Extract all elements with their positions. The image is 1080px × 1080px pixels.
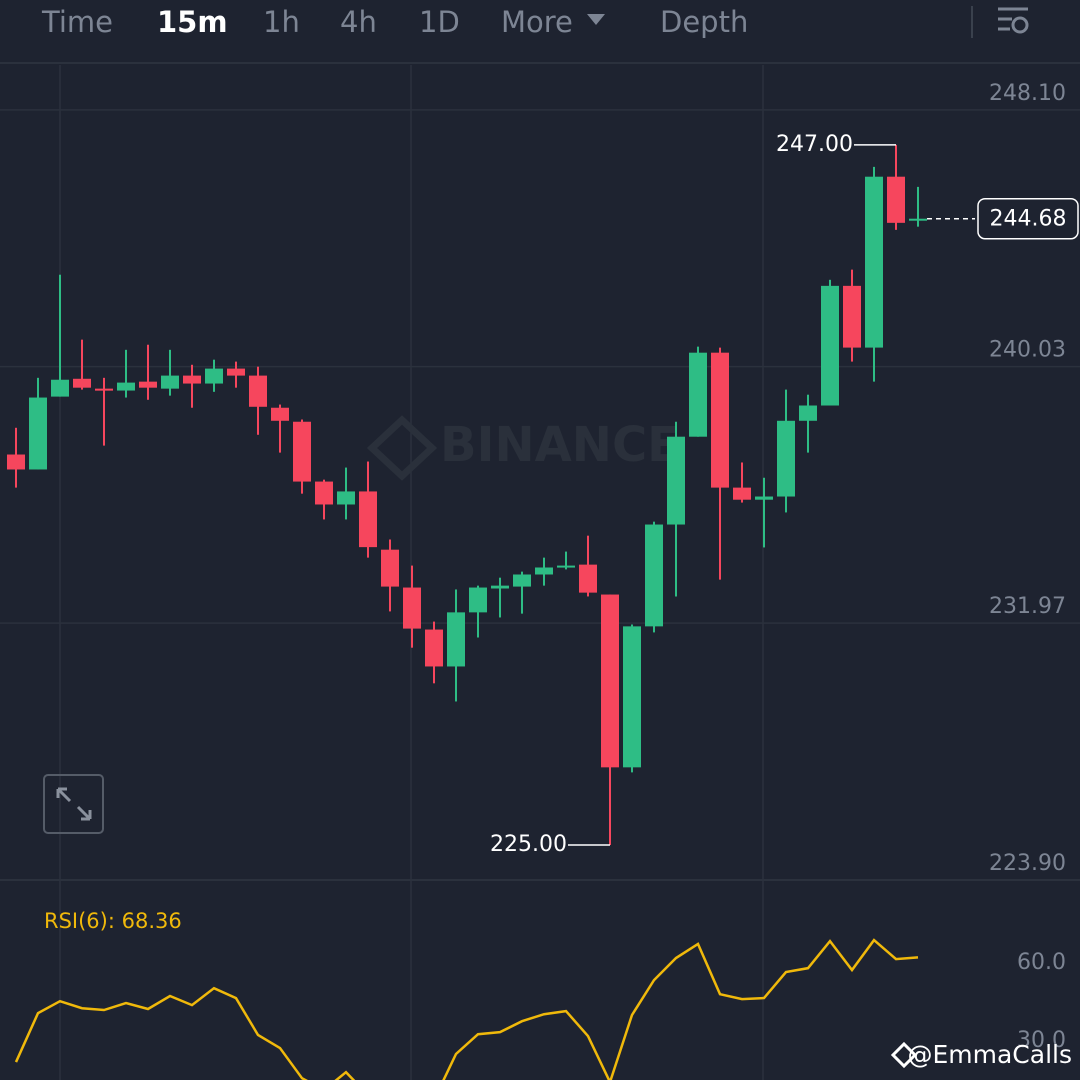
candle-body <box>557 565 575 568</box>
y-tick-label: 240.03 <box>989 338 1066 363</box>
candle-body <box>513 574 531 587</box>
candle-body <box>755 496 773 500</box>
candle-body <box>139 381 157 388</box>
candle-body <box>73 378 91 388</box>
candle-body <box>623 626 641 768</box>
expand-button[interactable] <box>43 774 104 834</box>
candle-body <box>579 564 597 593</box>
candle-body <box>601 594 619 768</box>
candle-body <box>777 420 795 497</box>
tab[interactable]: Depth <box>660 5 748 39</box>
last-price-label: 244.68 <box>990 207 1067 232</box>
watermark: BINANCE <box>440 417 680 473</box>
candle-body <box>403 587 421 629</box>
candle-body <box>315 481 333 505</box>
candle-body <box>799 405 817 421</box>
last-price-box <box>977 197 1079 240</box>
toolbar: Time 15m 1h 4h 1D More Depth <box>41 5 748 39</box>
candle-body <box>821 285 839 406</box>
candle-body <box>711 352 729 488</box>
candle-body <box>337 491 355 505</box>
candle-body <box>161 375 179 389</box>
rsi-panel <box>14 938 919 1080</box>
candle-body <box>909 218 927 221</box>
candle-body <box>645 524 663 627</box>
candle-body <box>7 454 25 470</box>
y-tick-label: 248.10 <box>989 81 1066 106</box>
more-caret <box>587 14 605 25</box>
credit: @EmmaCalls <box>907 1040 1072 1069</box>
tab[interactable]: 1D <box>419 5 460 39</box>
candle-body <box>95 388 113 391</box>
y-tick-label: 30.0 <box>1017 1028 1066 1053</box>
candle-body <box>667 436 685 525</box>
price-panel <box>7 144 927 845</box>
tab[interactable]: 4h <box>340 5 377 39</box>
tab[interactable]: Time <box>41 5 113 39</box>
candle-body <box>29 397 47 470</box>
watermark-logo <box>366 415 438 481</box>
annotation-label: 225.00 <box>490 832 567 857</box>
credit-logo <box>890 1041 918 1069</box>
candle-body <box>183 375 201 384</box>
y-tick-label: 231.97 <box>989 594 1066 619</box>
candle-body <box>227 368 245 376</box>
candle-body <box>491 585 509 589</box>
candle-body <box>469 587 487 613</box>
y-tick-label: 60.0 <box>1017 950 1066 975</box>
candle-body <box>689 352 707 437</box>
settings-icon[interactable] <box>998 7 1029 34</box>
y-tick-label: 223.90 <box>989 851 1066 876</box>
candle-body <box>359 491 377 548</box>
candle-body <box>535 567 553 575</box>
candle-body <box>249 375 267 407</box>
tab[interactable]: More <box>501 5 573 39</box>
rsi-title: RSI(6): 68.36 <box>44 909 182 933</box>
rsi-line <box>14 938 919 1080</box>
tab[interactable]: 15m <box>157 5 228 39</box>
candle-body <box>447 612 465 667</box>
axes: 248.10 240.03 231.97 223.90 247.00 225.00 244.… <box>44 81 1079 1053</box>
candle-body <box>865 176 883 348</box>
candle-body <box>271 407 289 421</box>
annotation-label: 247.00 <box>776 132 853 157</box>
candle-body <box>117 382 135 391</box>
candle-body <box>887 176 905 223</box>
candle-body <box>425 629 443 667</box>
candle-body <box>205 368 223 384</box>
tab[interactable]: 1h <box>263 5 300 39</box>
candle-body <box>293 421 311 482</box>
candle-body <box>51 379 69 397</box>
candle-body <box>733 487 751 500</box>
candle-body <box>381 549 399 587</box>
candle-body <box>843 285 861 348</box>
